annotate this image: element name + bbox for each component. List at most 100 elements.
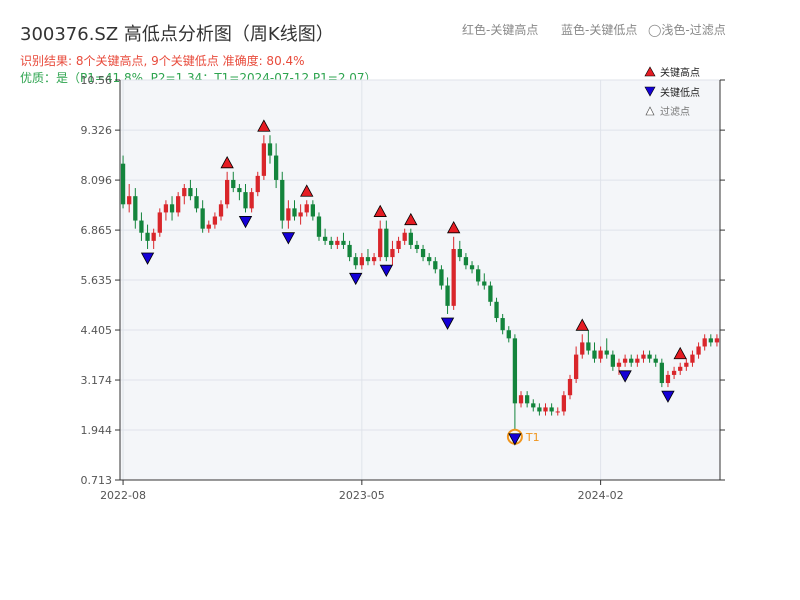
candle-body [598,350,603,359]
y-tick-label: 0.713 [81,474,113,487]
candle-body [120,163,126,205]
candle-body [518,395,524,404]
candles-group [120,135,720,430]
y-axis-ticks: 10.56 9.326 8.096 6.865 5.635 4.405 3.174 1.944… [81,74,725,487]
chart-title: 300376.SZ 高低点分析图（周K线图） [20,24,334,45]
y-tick-label: 1.944 [81,424,113,437]
candle-body [592,350,597,359]
candle-body [139,220,144,233]
candle-body [378,228,383,258]
candle-body [537,407,542,412]
candle-body [525,395,530,404]
candle-body [249,192,254,209]
candle-body [396,240,401,249]
candle-body [329,240,334,245]
candle-body [212,216,218,225]
candle-body [439,269,444,286]
candle-body [555,411,560,413]
x-tick-label: 2022-08 [100,489,146,502]
candle-body [641,354,646,359]
candle-body [371,257,377,262]
candle-body [604,350,609,355]
candle-body [133,196,138,221]
candle-body [635,358,640,363]
candle-body [586,342,591,351]
x-axis-ticks: 2022-082023-052024-022024-112025-072025-… [100,480,624,502]
y-tick-label: 8.096 [81,174,113,187]
y-tick-label: 9.326 [81,124,113,137]
candle-body [573,354,579,379]
key-low-marker [379,264,394,278]
candle-body [690,354,695,363]
candle-body [451,248,456,306]
key-high-marker [575,318,589,331]
candle-body [561,395,567,412]
candle-body [567,378,573,396]
candle-body [616,362,622,367]
candle-body [280,179,285,221]
candle-body [531,403,536,408]
candle-body [622,358,628,363]
candle-body [304,204,309,213]
y-tick-label: 10.56 [81,74,113,87]
key-low-marker [281,232,296,245]
y-tick-label: 5.635 [81,274,113,287]
candle-body [335,240,340,245]
candle-body [543,407,548,412]
candle-body [678,366,683,371]
candle-body [353,257,358,266]
candle-body [549,407,554,412]
candle-body [659,362,664,384]
candle-body [206,224,211,229]
candle-body [273,155,279,180]
candle-body [488,285,493,302]
key-high-marker [404,212,418,226]
candle-body [163,204,169,213]
candle-body [665,374,671,384]
candle-body [384,228,389,258]
y-tick-label: 6.865 [81,224,113,237]
candle-body [610,354,615,367]
candle-body [151,232,156,241]
key-high-marker [300,184,314,197]
candle-body [292,208,297,217]
candle-body [127,196,132,205]
candle-body [684,362,689,367]
x-tick-label: 2023-05 [339,489,385,502]
candle-body [647,354,652,359]
candle-body [708,338,713,343]
candle-body [243,192,248,209]
candle-body [176,196,181,213]
candle-body [390,248,395,258]
candle-body [298,212,303,217]
candle-body [512,338,518,404]
key-low-marker [238,216,253,229]
legend-low-label: 关键低点 [660,86,700,99]
candle-body [414,244,420,249]
candle-body [696,346,701,355]
legend-red-text: 红色-关键高点 [462,23,539,37]
candle-body [580,342,585,355]
key-low-marker [349,272,363,286]
candle-body [347,244,352,258]
legend-filtered-icon [645,106,655,116]
candle-body [445,285,450,306]
legend-high-icon [644,66,656,77]
candle-body [182,188,187,197]
legend-filtered-text: ◯浅色-过滤点 [648,23,726,37]
legend-blue-text: 蓝色-关键低点 [561,23,638,37]
candle-body [494,301,499,319]
candle-body [482,281,487,286]
candle-body [653,358,658,363]
candle-body [506,330,511,339]
x-tick-label: 2024-02 [578,489,624,502]
key-low-marker [508,433,522,446]
candle-body [237,188,242,193]
candle-body [702,338,707,347]
candle-body [341,240,346,245]
key-high-marker [220,155,234,169]
candle-body [463,257,469,266]
candle-body [157,212,162,233]
candle-body [231,179,236,189]
